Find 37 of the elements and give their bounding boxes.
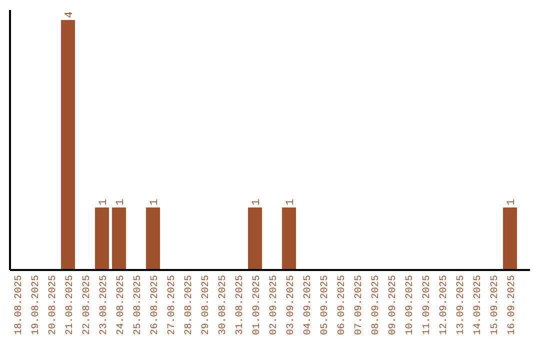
x-tick-label: 12.09.2025 bbox=[439, 275, 450, 336]
x-tick-label: 20.08.2025 bbox=[48, 275, 59, 336]
x-tick-label: 28.08.2025 bbox=[184, 275, 195, 336]
x-tick-label: 10.09.2025 bbox=[405, 275, 416, 336]
data-label: 1 bbox=[251, 198, 263, 206]
x-tick-label: 11.09.2025 bbox=[422, 275, 433, 336]
x-tick-label: 21.08.2025 bbox=[65, 275, 76, 336]
x-tick-label: 23.08.2025 bbox=[99, 275, 110, 336]
data-label: 1 bbox=[285, 198, 297, 206]
x-tick-label: 13.09.2025 bbox=[456, 275, 467, 336]
x-tick-label: 29.08.2025 bbox=[201, 275, 212, 336]
x-tick-label: 25.08.2025 bbox=[133, 275, 144, 336]
x-tick-label: 15.09.2025 bbox=[490, 275, 501, 336]
x-tick-label: 14.09.2025 bbox=[473, 275, 484, 336]
x-tick-label: 19.08.2025 bbox=[31, 275, 42, 336]
x-tick-label: 01.09.2025 bbox=[252, 275, 263, 336]
data-label: 4 bbox=[64, 11, 76, 18]
x-tick-label: 16.09.2025 bbox=[507, 275, 518, 336]
data-label: 1 bbox=[149, 198, 161, 206]
x-tick-label: 27.08.2025 bbox=[167, 275, 178, 336]
x-tick-label: 31.08.2025 bbox=[235, 275, 246, 336]
x-tick-label: 05.09.2025 bbox=[320, 275, 331, 336]
x-tick-label: 03.09.2025 bbox=[286, 275, 297, 336]
x-tick-label: 26.08.2025 bbox=[150, 275, 161, 336]
x-tick-label: 04.09.2025 bbox=[303, 275, 314, 336]
x-tick-label: 08.09.2025 bbox=[371, 275, 382, 336]
data-label: 1 bbox=[115, 198, 127, 206]
x-tick-label: 07.09.2025 bbox=[354, 275, 365, 336]
data-label: 1 bbox=[506, 198, 518, 206]
x-tick-label: 09.09.2025 bbox=[388, 275, 399, 336]
x-tick-label: 24.08.2025 bbox=[116, 275, 127, 336]
x-tick-label: 06.09.2025 bbox=[337, 275, 348, 336]
x-tick-label: 22.08.2025 bbox=[82, 275, 93, 336]
data-label: 1 bbox=[98, 198, 110, 206]
x-tick-label: 02.09.2025 bbox=[269, 275, 280, 336]
x-tick-label: 18.08.2025 bbox=[14, 275, 25, 336]
x-tick-label: 30.08.2025 bbox=[218, 275, 229, 336]
